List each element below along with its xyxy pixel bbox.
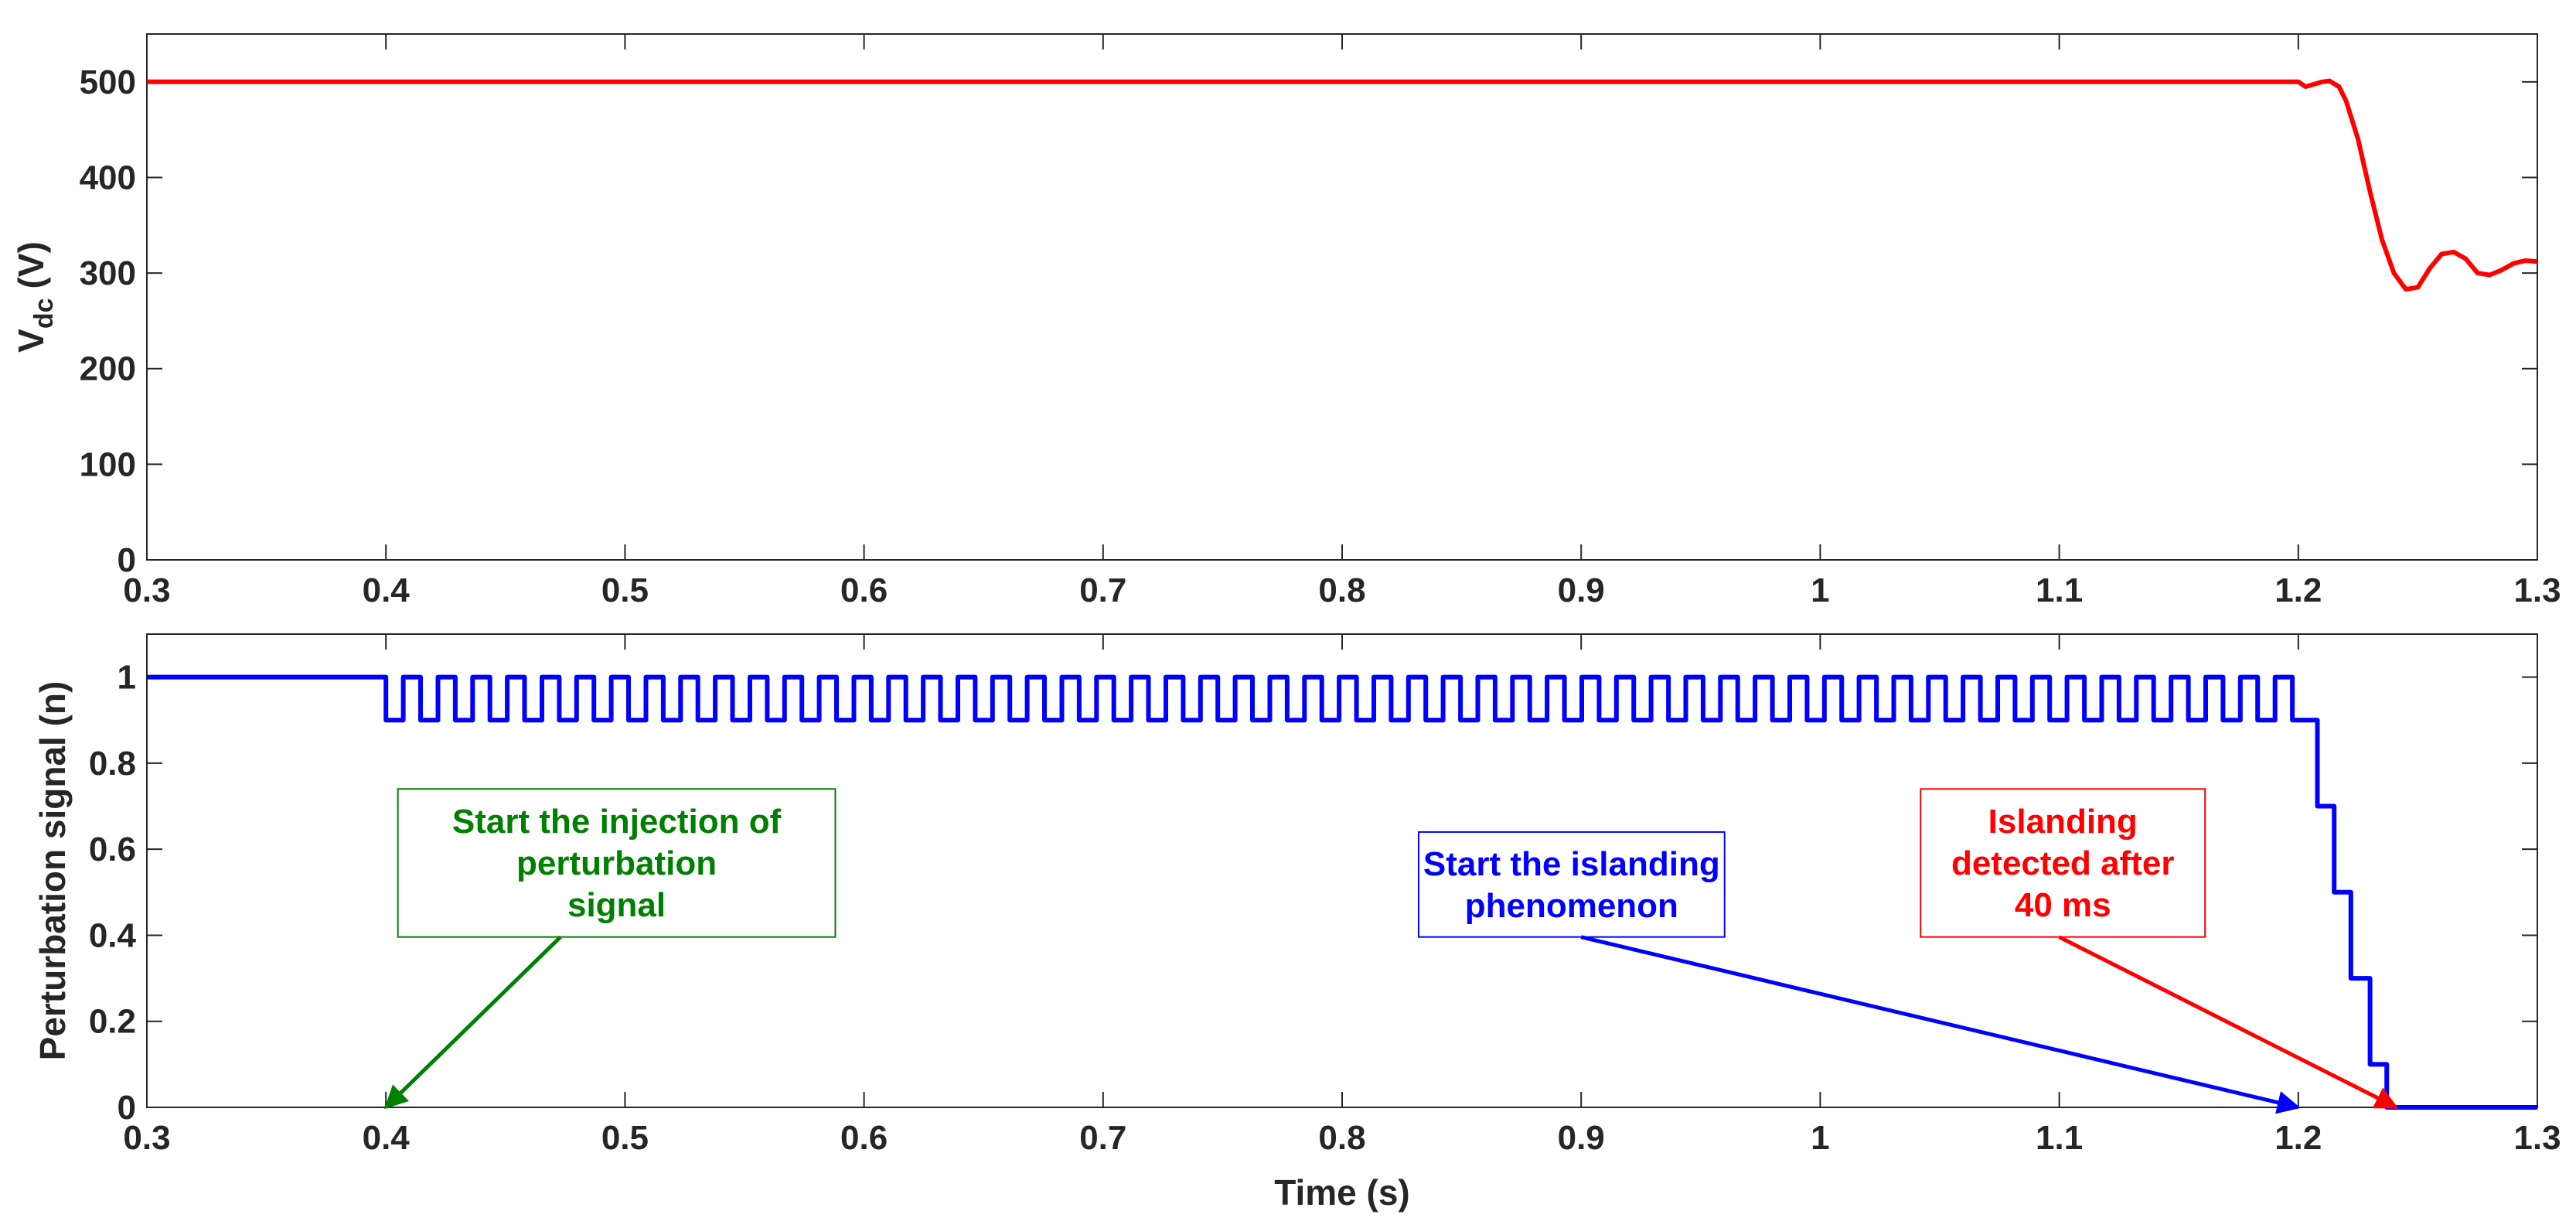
vdc-y-tick-label: 300	[80, 254, 136, 292]
annotation-text-line: perturbation	[516, 844, 717, 882]
annotation-text-line: detected after	[1951, 844, 2175, 882]
perturbation-x-tick-label: 1.1	[2036, 1119, 2083, 1157]
vdc-y-tick-label: 0	[118, 541, 136, 579]
perturbation-x-tick-label: 0.9	[1558, 1119, 1605, 1157]
vdc-x-tick-label: 0.7	[1079, 571, 1126, 609]
vdc-panel: 0.3 0.4 0.5 0.6 0.7 0.8 0.9 1 1.1 1.2 1.3 0 100 200 3…	[11, 33, 2561, 609]
perturbation-series	[147, 674, 2537, 1110]
vdc-y-label-unit: (V)	[11, 241, 51, 288]
perturbation-series-line	[147, 674, 2537, 1110]
perturbation-y-tick-label: 0.2	[89, 1003, 136, 1041]
vdc-series	[147, 78, 2538, 292]
vdc-x-tick-label: 1.2	[2274, 571, 2322, 609]
vdc-x-tick-label: 0.6	[840, 571, 888, 609]
annotation-text-line: phenomenon	[1465, 887, 1678, 925]
vdc-y-label-subscript: dc	[29, 298, 59, 329]
perturbation-y-tick-label: 0.8	[89, 745, 136, 783]
perturbation-x-tick-label: 0.6	[840, 1119, 888, 1157]
perturbation-x-tick-label: 0.5	[601, 1119, 649, 1157]
annotation-text-line: Start the islanding	[1423, 845, 1720, 883]
vdc-x-tick-label: 1	[1811, 571, 1829, 609]
perturbation-y-axis-label: Perturbation signal (n)	[32, 681, 73, 1061]
vdc-x-ticks: 0.3 0.4 0.5 0.6 0.7 0.8 0.9 1 1.1 1.2 1.3	[123, 34, 2561, 609]
annotation-arrow	[1580, 935, 2301, 1114]
perturbation-x-tick-label: 1	[1811, 1119, 1829, 1157]
vdc-x-tick-label: 0.9	[1558, 571, 1605, 609]
vdc-y-label-main: V	[11, 329, 51, 353]
vdc-x-tick-label: 1.1	[2036, 571, 2083, 609]
vdc-y-tick-label: 200	[80, 350, 136, 388]
vdc-y-tick-label: 100	[80, 445, 136, 483]
vdc-series-line	[147, 78, 2538, 292]
perturbation-y-tick-label: 1	[118, 659, 136, 697]
annotation-text-line: 40 ms	[2015, 886, 2111, 924]
vdc-x-tick-label: 0.8	[1318, 571, 1365, 609]
vdc-x-tick-label: 0.3	[123, 571, 170, 609]
annotation-arrow	[384, 935, 562, 1110]
perturbation-y-tick-label: 0.4	[89, 916, 137, 954]
perturbation-x-tick-label: 0.4	[363, 1119, 411, 1157]
vdc-x-tick-label: 0.5	[601, 571, 649, 609]
annotation-text-line: Islanding	[1988, 803, 2138, 841]
vdc-x-tick-label: 1.3	[2513, 571, 2561, 609]
vdc-y-ticks: 0 100 200 300 400 500	[80, 63, 2537, 579]
annotation-text-line: Start the injection of	[452, 803, 782, 841]
perturbation-y-tick-label: 0	[118, 1089, 136, 1127]
perturbation-x-tick-label: 0.3	[123, 1119, 170, 1157]
vdc-y-tick-label: 500	[80, 63, 136, 101]
perturbation-x-ticks: 0.3 0.4 0.5 0.6 0.7 0.8 0.9 1 1.1 1.2 1.3	[123, 634, 2561, 1157]
time-x-axis-label: Time (s)	[1274, 1172, 1410, 1213]
perturbation-x-tick-label: 1.2	[2274, 1119, 2322, 1157]
perturbation-x-tick-label: 0.8	[1318, 1119, 1365, 1157]
vdc-y-tick-label: 400	[80, 159, 136, 196]
perturbation-panel: 0.3 0.4 0.5 0.6 0.7 0.8 0.9 1 1.1 1.2 1.3 00.20.40…	[32, 633, 2561, 1213]
annotation-box	[1417, 831, 1726, 938]
vdc-x-tick-label: 0.4	[363, 571, 411, 609]
vdc-y-axis-label: Vdc (V)	[11, 241, 59, 353]
perturbation-x-tick-label: 0.7	[1079, 1119, 1126, 1157]
annotation-box	[397, 788, 837, 938]
perturbation-y-tick-label: 0.6	[89, 831, 136, 868]
annotation-text-line: signal	[567, 886, 666, 924]
annotation-arrow	[2058, 935, 2399, 1110]
perturbation-x-tick-label: 1.3	[2513, 1119, 2561, 1157]
